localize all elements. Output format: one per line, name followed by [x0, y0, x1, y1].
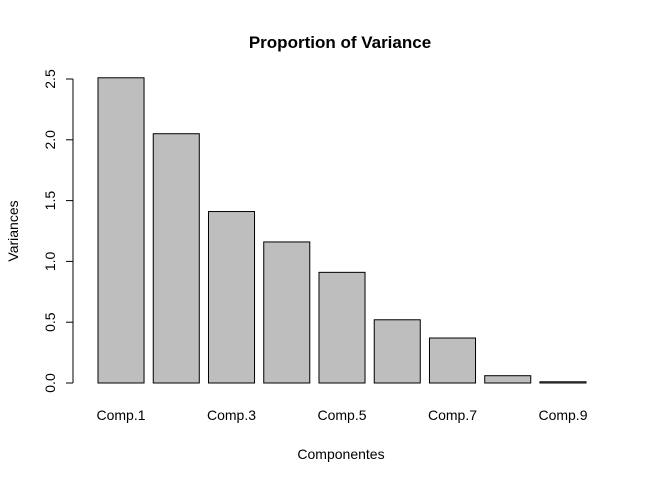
bar-comp-9 [539, 381, 587, 384]
x-axis-label: Componentes [297, 446, 384, 462]
bar-comp-8 [484, 375, 532, 384]
bars-group [97, 77, 587, 384]
x-tick-label: Comp.7 [428, 407, 477, 423]
x-tick-label: Comp.1 [97, 407, 146, 423]
bar-comp-6 [373, 319, 421, 384]
y-tick-label: 1.5 [42, 191, 58, 211]
y-tick-label: 0.0 [42, 373, 58, 393]
bar-comp-5 [318, 271, 366, 384]
y-tick-label: 0.5 [42, 312, 58, 332]
x-tick-label: Comp.5 [317, 407, 366, 423]
x-tick-label: Comp.9 [538, 407, 587, 423]
y-tick-label: 2.5 [42, 69, 58, 89]
y-tick-label: 2.0 [42, 130, 58, 150]
chart-title: Proportion of Variance [249, 33, 431, 52]
y-axis-label: Variances [5, 200, 21, 261]
bar-comp-3 [207, 211, 256, 384]
bar-comp-4 [263, 241, 311, 384]
y-axis: 0.0 0.5 1.0 1.5 2.0 2.5 [42, 69, 74, 393]
bar-comp-1 [97, 77, 145, 384]
bar-comp-7 [428, 337, 477, 384]
x-tick-label: Comp.3 [207, 407, 256, 423]
bar-comp-2 [152, 133, 200, 384]
x-tick-labels: Comp.1 Comp.3 Comp.5 Comp.7 Comp.9 [97, 407, 588, 423]
y-tick-label: 1.0 [42, 251, 58, 271]
